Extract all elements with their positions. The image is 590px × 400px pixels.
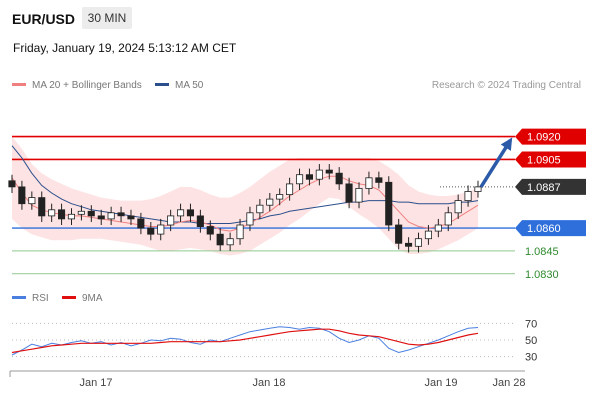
candle [365, 177, 373, 189]
candle [28, 197, 36, 205]
x-tick-label: Jan 28 [492, 377, 525, 389]
bollinger-band-fill [12, 136, 478, 256]
projection-arrow-head [500, 137, 513, 151]
timeframe-badge[interactable]: 30 MIN [82, 7, 132, 29]
ma20-swatch [12, 82, 26, 86]
candle [216, 233, 224, 246]
candle [48, 209, 56, 217]
legend-ma20: MA 20 + Bollinger Bands [12, 80, 142, 91]
level-tag-bg-0 [515, 128, 586, 145]
level-tag-4: 1.0845 [525, 246, 559, 258]
candle [285, 183, 294, 195]
legend-9ma-label: 9MA [82, 293, 103, 304]
x-tick-label: Jan 17 [79, 377, 112, 389]
projection-arrow-shaft [479, 141, 511, 188]
candle [58, 209, 66, 220]
candle [276, 194, 284, 200]
level-tag-0: 1.0920 [527, 132, 561, 144]
legend-ma50: MA 50 [155, 80, 203, 91]
candle [266, 198, 274, 206]
candle [464, 191, 472, 202]
candle [107, 212, 115, 220]
level-tag-bg-1 [515, 151, 586, 168]
rsi-tick-label: 30 [525, 352, 537, 364]
rsi-tick-label: 70 [525, 318, 537, 330]
candle [8, 180, 16, 188]
candle [355, 187, 363, 203]
candle [206, 226, 214, 235]
rsi-swatch [12, 295, 26, 299]
legend-ma20-label: MA 20 + Bollinger Bands [32, 80, 142, 91]
x-tick-label: Jan 19 [424, 377, 457, 389]
candle [335, 172, 343, 185]
candle [295, 174, 304, 185]
candle [434, 224, 442, 232]
rsi-line [11, 326, 479, 356]
candle [157, 224, 165, 235]
level-tag-2: 1.0887 [527, 182, 561, 194]
level-tag-1: 1.0905 [527, 154, 561, 166]
candle [474, 186, 482, 192]
candle [18, 186, 26, 205]
candle [424, 230, 432, 240]
candle [345, 183, 353, 203]
candle [315, 169, 323, 180]
candle [176, 209, 185, 217]
candle [385, 181, 393, 226]
legend-rsi: RSI [12, 293, 49, 304]
timestamp: Friday, January 19, 2024 5:13:12 AM CET [13, 41, 237, 55]
candle [147, 227, 155, 235]
9ma-swatch [62, 295, 76, 299]
level-tag-bg-3 [515, 220, 586, 237]
candle [414, 238, 422, 247]
candle [127, 215, 135, 220]
candle [454, 200, 462, 214]
candle [256, 204, 264, 214]
ma50-line [11, 145, 479, 224]
ma20-line [11, 175, 479, 232]
candle [236, 224, 244, 240]
candle [67, 213, 76, 220]
candle [325, 169, 333, 174]
header: EUR/USD 30 MIN [0, 0, 590, 36]
candle [404, 242, 413, 247]
candle [117, 212, 125, 217]
candle [226, 238, 234, 246]
candle [395, 224, 403, 244]
candle [186, 209, 195, 217]
credit: Research © 2024 Trading Central [431, 80, 581, 91]
candle [196, 215, 204, 227]
ma50-swatch [155, 82, 169, 86]
candle [444, 212, 452, 226]
legend-9ma: 9MA [62, 293, 103, 304]
level-tag-5: 1.0830 [525, 269, 559, 281]
legend-ma50-label: MA 50 [175, 80, 204, 91]
candle [375, 177, 383, 183]
candle [77, 210, 85, 215]
rsi-9ma-line [11, 328, 479, 354]
legend-rsi-label: RSI [32, 293, 49, 304]
candle [137, 218, 145, 229]
candle [167, 215, 175, 226]
currency-pair: EUR/USD [12, 11, 76, 27]
rsi-tick-label: 50 [525, 335, 537, 347]
candle [38, 197, 46, 217]
candle [305, 174, 313, 180]
x-tick-label: Jan 18 [252, 377, 285, 389]
candle [246, 212, 254, 226]
candle [87, 210, 95, 217]
level-tag-3: 1.0860 [527, 223, 561, 235]
level-tag-bg-2 [515, 178, 586, 195]
candle [97, 215, 105, 220]
